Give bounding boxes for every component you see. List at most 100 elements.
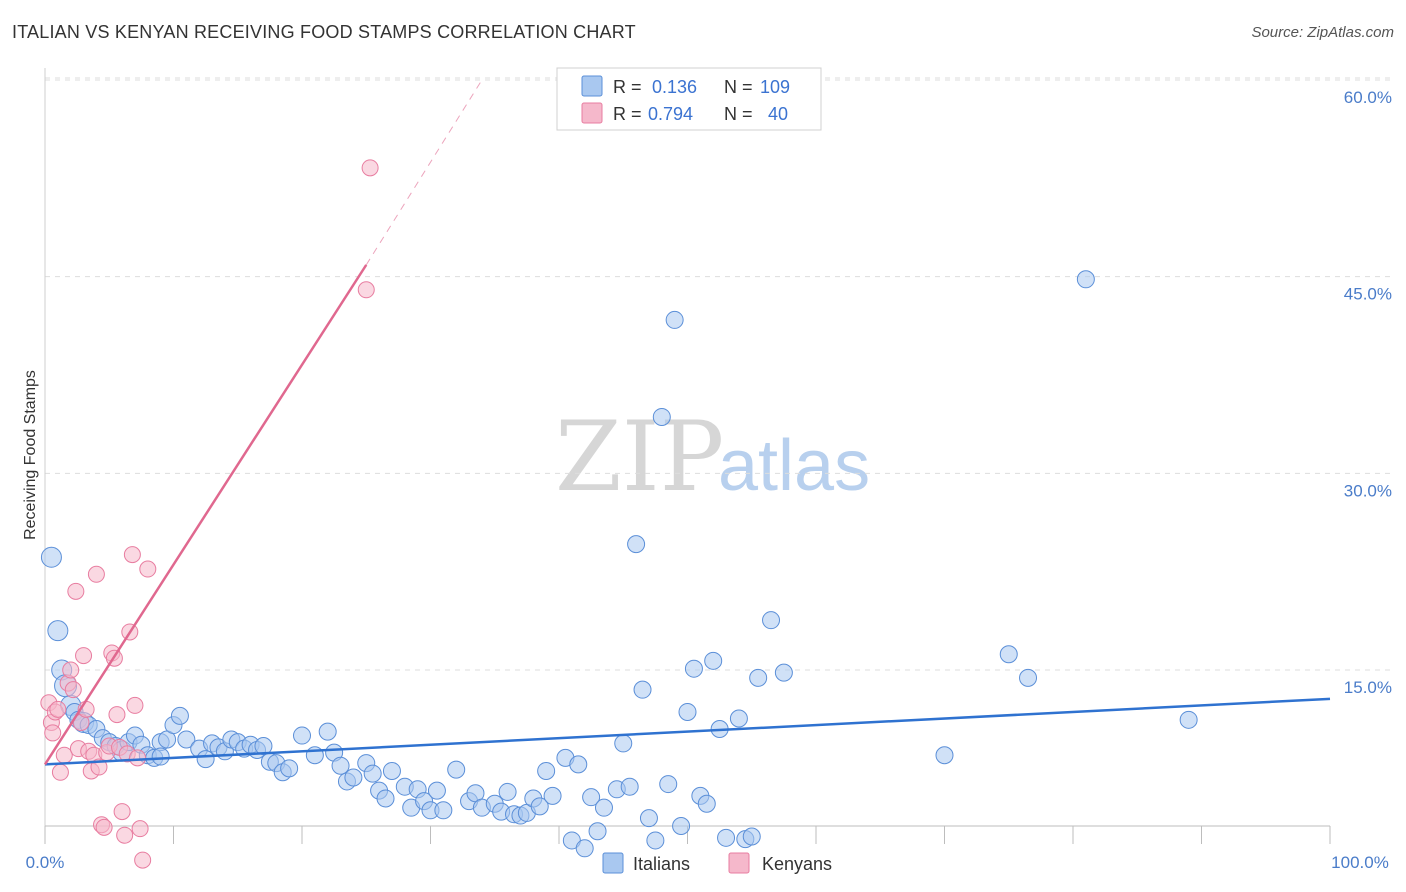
- point-kenyans-13: [75, 647, 93, 665]
- point-italians-104: [999, 645, 1018, 664]
- point-italians-96: [717, 828, 736, 847]
- legend-n-value-kenyans: 40: [768, 104, 788, 124]
- point-italians-78: [594, 798, 613, 817]
- point-italians-43: [331, 756, 350, 775]
- point-italians-64: [498, 782, 517, 801]
- point-kenyans-6: [55, 746, 73, 764]
- y-tick-labels: 15.0% 30.0% 45.0% 60.0%: [1344, 88, 1392, 697]
- point-italians-106: [1076, 270, 1095, 289]
- point-kenyans-21: [95, 818, 113, 836]
- point-italians-76: [582, 788, 601, 807]
- point-italians-108: [151, 747, 170, 766]
- x-tick-label-min: 0.0%: [26, 853, 65, 872]
- y-tick-label-45: 45.0%: [1344, 285, 1392, 304]
- watermark-atlas: atlas: [718, 426, 870, 506]
- point-italians-57: [434, 801, 453, 820]
- legend-swatch-italians: [581, 75, 603, 97]
- point-italians-45: [344, 768, 363, 787]
- legend-r-label-kenyans: R =: [613, 104, 642, 124]
- gridlines: [45, 77, 1392, 671]
- point-italians-90: [678, 702, 697, 721]
- point-kenyans-33: [126, 696, 144, 714]
- point-kenyans-35: [131, 820, 149, 838]
- point-italians-87: [659, 775, 678, 794]
- point-italians-56: [427, 781, 446, 800]
- point-italians-81: [620, 777, 639, 796]
- point-italians-80: [614, 734, 633, 753]
- point-kenyans-8: [62, 661, 80, 679]
- point-kenyans-32: [123, 546, 141, 564]
- point-italians-83: [633, 680, 652, 699]
- point-italians-71: [543, 786, 562, 805]
- point-italians-99: [742, 827, 761, 846]
- series-legend: Italians Kenyans: [602, 852, 832, 874]
- x-ticks: [44, 826, 1331, 844]
- trend-extension-kenyans: [365, 79, 483, 266]
- point-italians-107: [1179, 710, 1198, 729]
- legend-n-label-italians: N =: [724, 77, 753, 97]
- point-kenyans-4: [49, 700, 67, 718]
- trend-line-kenyans: [43, 264, 368, 766]
- chart-title: ITALIAN VS KENYAN RECEIVING FOOD STAMPS …: [12, 22, 636, 42]
- point-kenyans-18: [87, 565, 105, 583]
- data-points: [40, 159, 1198, 869]
- series-legend-swatch-italians: [602, 852, 624, 874]
- point-italians-103: [935, 746, 954, 765]
- point-italians-69: [530, 797, 549, 816]
- point-italians-58: [447, 760, 466, 779]
- point-italians-0: [40, 546, 62, 568]
- point-kenyans-2: [44, 724, 62, 742]
- point-kenyans-10: [67, 582, 85, 600]
- watermark-zip: ZIP: [555, 401, 724, 513]
- legend-r-value-kenyans: 0.794: [648, 104, 693, 124]
- point-italians-88: [665, 310, 684, 329]
- trend-lines: [43, 79, 1331, 766]
- watermark: ZIP atlas: [555, 401, 870, 513]
- point-kenyans-34: [129, 749, 147, 767]
- trend-line-italians: [44, 697, 1331, 766]
- point-italians-86: [652, 407, 671, 426]
- point-italians-89: [672, 817, 691, 836]
- series-legend-label-kenyans: Kenyans: [762, 854, 832, 874]
- point-italians-101: [762, 611, 781, 630]
- x-tick-label-max: 100.0%: [1331, 853, 1389, 872]
- point-italians-41: [318, 722, 337, 741]
- legend-n-value-italians: 109: [760, 77, 790, 97]
- series-legend-swatch-kenyans: [728, 852, 750, 874]
- point-italians-94: [704, 651, 723, 670]
- point-italians-23: [177, 730, 196, 749]
- point-italians-70: [537, 761, 556, 780]
- point-italians-1: [47, 620, 69, 642]
- point-kenyans-9: [64, 681, 82, 699]
- y-tick-label-60: 60.0%: [1344, 88, 1392, 107]
- chart-source: Source: ZipAtlas.com: [1251, 24, 1394, 41]
- point-kenyans-5: [51, 763, 69, 781]
- point-italians-25: [196, 750, 215, 769]
- legend-n-label-kenyans: N =: [724, 104, 753, 124]
- series-legend-label-italians: Italians: [633, 854, 690, 874]
- point-italians-97: [729, 709, 748, 728]
- point-kenyans-38: [357, 281, 375, 299]
- point-italians-49: [376, 789, 395, 808]
- point-italians-38: [280, 759, 299, 778]
- point-kenyans-29: [116, 826, 134, 844]
- point-italians-50: [382, 761, 401, 780]
- y-tick-label-15: 15.0%: [1344, 678, 1392, 697]
- point-kenyans-37: [139, 560, 157, 578]
- point-italians-85: [646, 831, 665, 850]
- legend-r-label-italians: R =: [613, 77, 642, 97]
- point-italians-75: [575, 839, 594, 858]
- point-kenyans-28: [113, 803, 131, 821]
- point-kenyans-36: [134, 851, 152, 869]
- point-italians-22: [170, 706, 189, 725]
- point-italians-77: [588, 822, 607, 841]
- point-italians-74: [569, 755, 588, 774]
- legend-r-value-italians: 0.136: [652, 77, 697, 97]
- point-kenyans-39: [361, 159, 379, 177]
- y-tick-label-30: 30.0%: [1344, 481, 1392, 500]
- point-italians-84: [639, 809, 658, 828]
- point-italians-47: [363, 764, 382, 783]
- point-italians-100: [749, 668, 768, 687]
- point-italians-93: [697, 794, 716, 813]
